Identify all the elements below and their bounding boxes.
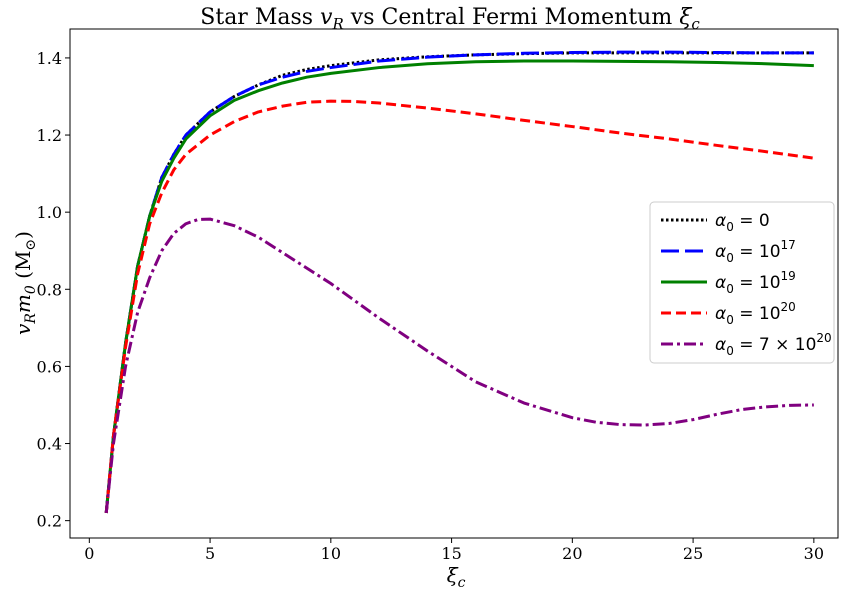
x-tick-label: 10 xyxy=(321,544,341,563)
y-tick-label: 0.2 xyxy=(37,512,62,531)
x-tick-label: 15 xyxy=(441,544,461,563)
x-tick-label: 20 xyxy=(562,544,582,563)
legend-label-1: α0 = 0 xyxy=(715,211,770,234)
y-tick-label: 0.6 xyxy=(37,357,62,376)
x-tick-label: 0 xyxy=(84,544,94,563)
y-tick-label: 0.4 xyxy=(37,435,62,454)
y-tick-label: 1.4 xyxy=(37,49,62,68)
y-tick-label: 1.0 xyxy=(37,203,62,222)
y-tick-label: 1.2 xyxy=(37,126,62,145)
x-tick-label: 5 xyxy=(205,544,215,563)
y-tick-label: 0.8 xyxy=(37,280,62,299)
x-tick-label: 25 xyxy=(683,544,703,563)
x-tick-label: 30 xyxy=(804,544,824,563)
